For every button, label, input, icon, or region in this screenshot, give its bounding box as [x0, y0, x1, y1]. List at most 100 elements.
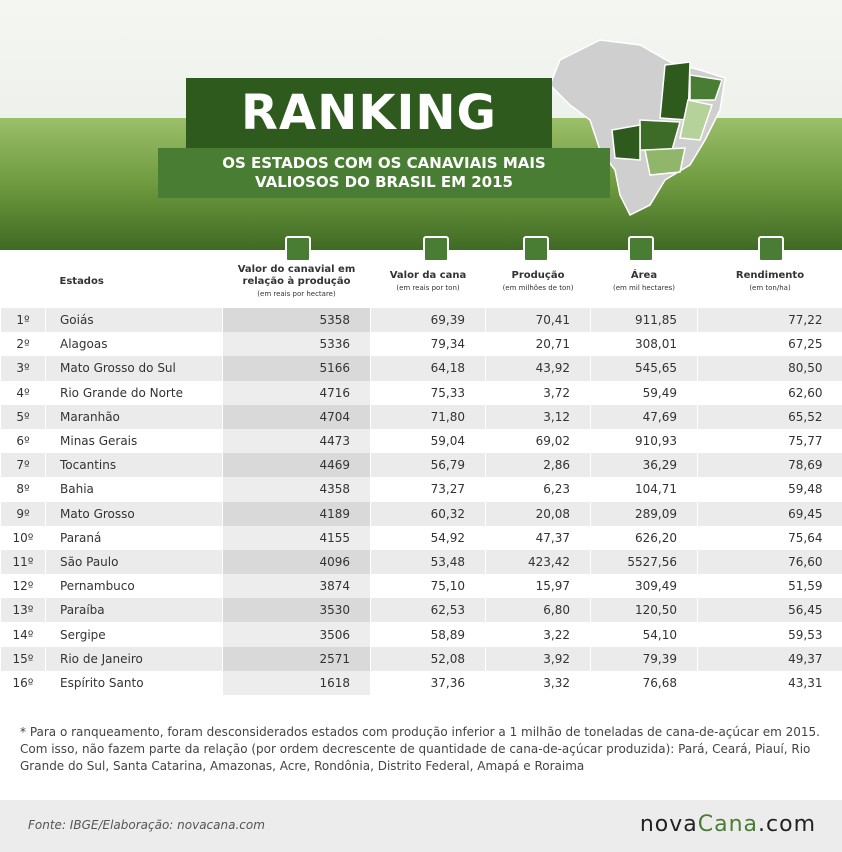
- table-cell: 52,08: [370, 646, 486, 671]
- header-cell: Valor do canavial em relação à produção (…: [223, 256, 371, 308]
- table-cell: 3,22: [485, 622, 591, 647]
- table-cell: 69,39: [370, 308, 486, 333]
- column-label: Valor da cana: [389, 270, 467, 281]
- table-cell: 3530: [222, 598, 371, 623]
- table-cell: 69,02: [485, 428, 591, 454]
- table-cell: 62,53: [370, 598, 486, 623]
- table-cell: 62,60: [697, 380, 842, 405]
- header-cell: Valor da cana (em reais por ton): [371, 256, 486, 308]
- table-cell: 47,69: [590, 404, 698, 429]
- icon: [758, 236, 784, 262]
- header-cell: Produção (em milhões de ton): [486, 256, 591, 308]
- logo: novaCana.com: [640, 812, 816, 837]
- table-cell: 80,50: [697, 356, 842, 381]
- table-cell: 15,97: [485, 574, 591, 599]
- table-cell: 4716: [222, 380, 371, 405]
- table-cell: Paraná: [45, 525, 223, 550]
- table-cell: Sergipe: [45, 622, 223, 647]
- table-row: 2º Alagoas 5336 79,34 20,71 308,01 67,25: [0, 332, 842, 357]
- column-label: Produção: [511, 270, 565, 281]
- table-cell: 56,79: [370, 453, 486, 478]
- header-cell: [1, 256, 46, 308]
- table-cell: 5527,56: [590, 549, 698, 575]
- table-cell: 8º: [0, 477, 46, 502]
- table-cell: 3,12: [485, 404, 591, 429]
- table-cell: 20,71: [485, 332, 591, 357]
- table-cell: Tocantins: [45, 453, 223, 478]
- table-cell: Maranhão: [45, 404, 223, 429]
- subtitle: OS ESTADOS COM OS CANAVIAIS MAIS VALIOSO…: [158, 148, 610, 198]
- table-cell: 10º: [0, 525, 46, 550]
- table-row: 1º Goiás 5358 69,39 70,41 911,85 77,22: [0, 308, 842, 333]
- column-unit: (em reais por hectare): [257, 290, 336, 298]
- table-cell: 2,86: [485, 453, 591, 478]
- table-row: 15º Rio de Janeiro 2571 52,08 3,92 79,39 49,37: [0, 646, 842, 671]
- table-cell: 79,34: [370, 332, 486, 357]
- column-label: Estados: [59, 276, 104, 287]
- table-cell: 75,10: [370, 574, 486, 599]
- table-cell: 59,53: [697, 622, 842, 647]
- logo-part: .com: [758, 812, 816, 837]
- header-cell: Área (em mil hectares): [591, 256, 698, 308]
- table-cell: 54,10: [590, 622, 698, 647]
- table-cell: 43,31: [697, 670, 842, 695]
- table-cell: 289,09: [590, 501, 698, 526]
- table-cell: 3506: [222, 622, 371, 647]
- table-row: 7º Tocantins 4469 56,79 2,86 36,29 78,69: [0, 453, 842, 478]
- table-cell: 5358: [222, 308, 371, 333]
- footer: Fonte: IBGE/Elaboração: novacana.com nov…: [0, 800, 842, 852]
- table-cell: 4189: [222, 501, 371, 526]
- table-cell: 6,80: [485, 598, 591, 623]
- table-cell: 59,49: [590, 380, 698, 405]
- table-cell: São Paulo: [45, 549, 223, 575]
- column-unit: (em reais por ton): [396, 284, 460, 292]
- table-cell: 3,72: [485, 380, 591, 405]
- header-cell: Estados: [46, 256, 223, 308]
- table-cell: Bahia: [45, 477, 223, 502]
- footnote: * Para o ranqueamento, foram desconsider…: [20, 725, 820, 773]
- table-cell: 5336: [222, 332, 371, 357]
- header-row: Estados Valor do canavial em relação à pr…: [1, 256, 842, 308]
- table-cell: 4155: [222, 525, 371, 550]
- table-cell: 3874: [222, 574, 371, 599]
- table-cell: Rio de Janeiro: [45, 646, 223, 671]
- table-cell: 4358: [222, 477, 371, 502]
- table-cell: 79,39: [590, 646, 698, 671]
- table-cell: 65,52: [697, 404, 842, 429]
- table-cell: Paraíba: [45, 598, 223, 623]
- table-row: 9º Mato Grosso 4189 60,32 20,08 289,09 69,45: [0, 501, 842, 526]
- table-cell: 1º: [0, 308, 46, 333]
- table-cell: 3º: [0, 356, 46, 381]
- table-cell: 49,37: [697, 646, 842, 671]
- table-cell: 5º: [0, 404, 46, 429]
- table-row: 13º Paraíba 3530 62,53 6,80 120,50 56,45: [0, 598, 842, 623]
- table-cell: 60,32: [370, 501, 486, 526]
- table-cell: 545,65: [590, 356, 698, 381]
- table-cell: 6º: [0, 428, 46, 454]
- table-cell: 36,29: [590, 453, 698, 478]
- table-cell: 120,50: [590, 598, 698, 623]
- table-cell: 54,92: [370, 525, 486, 550]
- table-row: 11º São Paulo 4096 53,48 423,42 5527,56 76,60: [0, 549, 842, 575]
- table-cell: Alagoas: [45, 332, 223, 357]
- table-cell: 626,20: [590, 525, 698, 550]
- icon: [285, 236, 311, 262]
- table-cell: 75,33: [370, 380, 486, 405]
- table-cell: 59,04: [370, 428, 486, 454]
- table-cell: 104,71: [590, 477, 698, 502]
- table-cell: 2º: [0, 332, 46, 357]
- ranking-table: Estados Valor do canavial em relação à pr…: [0, 256, 842, 695]
- header-cell: Rendimento (em ton/ha): [698, 256, 842, 308]
- table-cell: Mato Grosso do Sul: [45, 356, 223, 381]
- table-cell: 12º: [0, 574, 46, 599]
- table-cell: 6,23: [485, 477, 591, 502]
- table-row: 5º Maranhão 4704 71,80 3,12 47,69 65,52: [0, 404, 842, 429]
- table-cell: 4704: [222, 404, 371, 429]
- table-row: 16º Espírito Santo 1618 37,36 3,32 76,68 43,31: [0, 670, 842, 695]
- table-cell: 15º: [0, 646, 46, 671]
- table-cell: 910,93: [590, 428, 698, 454]
- table-row: 8º Bahia 4358 73,27 6,23 104,71 59,48: [0, 477, 842, 502]
- logo-part: Cana: [697, 812, 759, 837]
- table-cell: 4469: [222, 453, 371, 478]
- table-cell: 1618: [222, 670, 371, 695]
